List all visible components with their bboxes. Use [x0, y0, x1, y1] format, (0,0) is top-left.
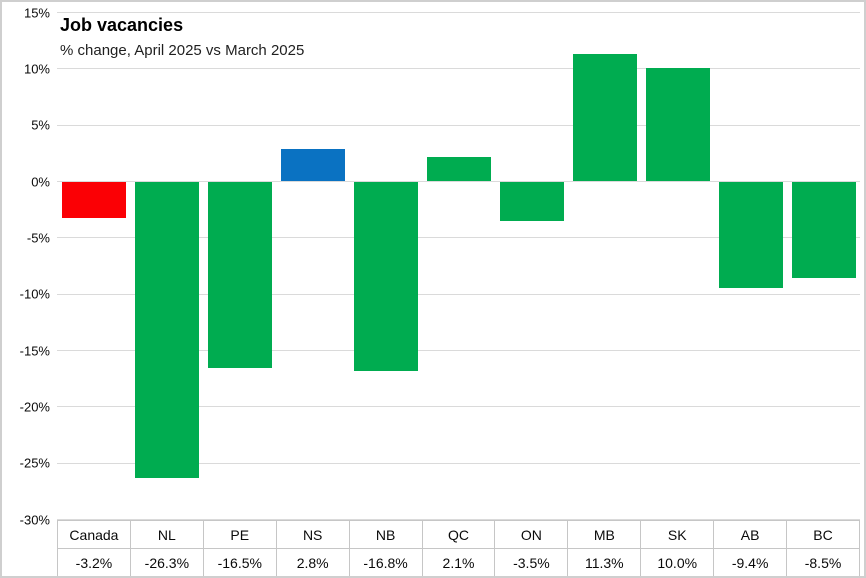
bar-canada: [61, 182, 126, 219]
y-axis-tick-label: 10%: [23, 61, 50, 77]
table-category-qc: QC: [422, 521, 496, 549]
table-value-ns: 2.8%: [277, 549, 350, 576]
table-value-qc: 2.1%: [423, 549, 496, 576]
y-axis-tick-label: -25%: [19, 455, 50, 471]
bar-on: [499, 182, 564, 222]
table-category-sk: SK: [641, 521, 715, 549]
gridline: [57, 462, 860, 464]
table-category-mb: MB: [568, 521, 642, 549]
chart-title: Job vacancies: [60, 15, 184, 35]
bar-nl: [134, 182, 199, 479]
table-value-sk: 10.0%: [641, 549, 715, 576]
y-axis-tick-label: -20%: [19, 399, 50, 415]
y-axis-tick-label: -10%: [19, 286, 50, 302]
gridline: [57, 12, 860, 13]
table-category-canada: Canada: [58, 521, 131, 549]
table-category-ns: NS: [276, 521, 350, 549]
table-value-bc: -8.5%: [787, 549, 860, 576]
data-table: Canada NL PE NS NB QC ON MB SK AB BC -3.2% -26.3% -16…: [57, 520, 860, 576]
bar-ns: [280, 149, 345, 181]
gridline: [57, 350, 860, 351]
y-axis-tick-label: -30%: [19, 512, 50, 527]
bar-ab: [718, 182, 783, 288]
table-value-canada: -3.2%: [58, 549, 131, 576]
y-axis-tick-label: 15%: [23, 5, 50, 20]
y-axis-tick-label: 0%: [31, 174, 50, 189]
table-category-bc: BC: [787, 521, 860, 549]
table-value-ab: -9.4%: [714, 549, 788, 576]
bar-nb: [353, 182, 418, 372]
table-category-pe: PE: [203, 521, 277, 549]
table-category-nl: NL: [130, 521, 204, 549]
table-value-nb: -16.8%: [350, 549, 423, 576]
gridline: [57, 124, 860, 126]
chart-header: Job vacancies % change, April 2025 vs Ma…: [60, 15, 304, 60]
chart-subtitle: % change, April 2025 vs March 2025: [60, 41, 305, 59]
table-value-nl: -26.3%: [131, 549, 204, 576]
y-axis-tick-label: 5%: [31, 117, 50, 133]
plot-area: 15% 10% 5% 0% -5% -10% -15% -20% -25% -30%: [20, 2, 860, 527]
table-category-nb: NB: [349, 521, 423, 549]
gridline: [57, 519, 860, 520]
gridline: [57, 406, 860, 408]
bar-mb: [572, 53, 637, 181]
table-value-on: -3.5%: [495, 549, 569, 576]
bar-qc: [426, 157, 491, 181]
y-axis-tick-label: -15%: [19, 343, 50, 358]
gridline: [57, 181, 860, 182]
table-value-pe: -16.5%: [204, 549, 277, 576]
table-value-mb: 11.3%: [568, 549, 642, 576]
gridline: [57, 293, 860, 295]
gridline: [57, 237, 860, 239]
y-axis-tick-label: -5%: [26, 230, 50, 246]
table-category-on: ON: [495, 521, 569, 549]
gridline: [57, 68, 860, 70]
bar-bc: [791, 182, 856, 278]
table-category-ab: AB: [714, 521, 788, 549]
bar-sk: [645, 68, 710, 181]
bar-pe: [207, 182, 272, 368]
